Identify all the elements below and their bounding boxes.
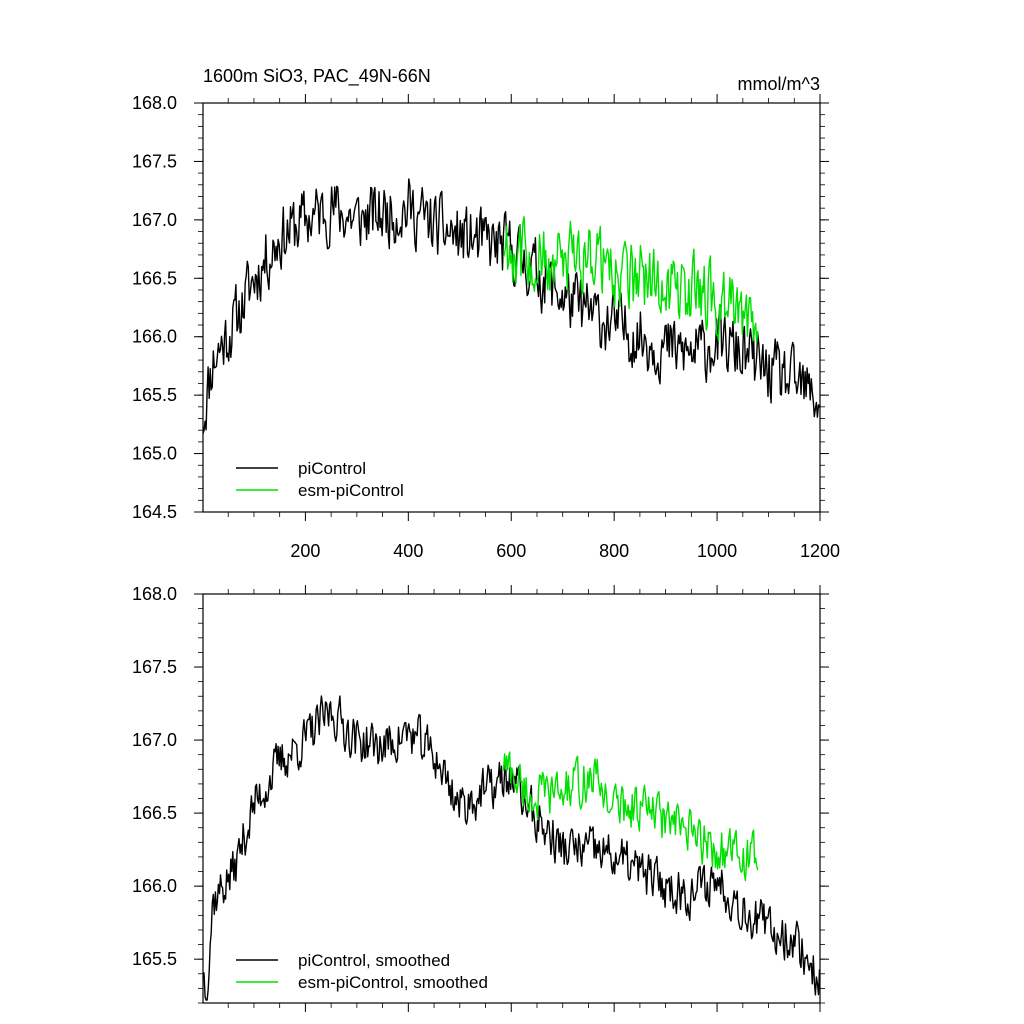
y-tick-label: 165.0 — [132, 444, 177, 464]
legend-label-esm-picontrol-smoothed: esm-piControl, smoothed — [298, 973, 488, 992]
x-tick-label: 1200 — [800, 541, 840, 561]
series-lines — [202, 695, 821, 1001]
series-line-esm-picontrol — [502, 216, 759, 344]
series-line-picontrol-smoothed — [202, 695, 821, 1001]
y-tick-labels: 165.5 166.0 166.5 167.0 167.5 168.0 — [132, 584, 177, 969]
x-tick-label: 400 — [393, 541, 423, 561]
y-tick-label: 166.5 — [132, 803, 177, 823]
axis-ticks — [194, 585, 829, 1012]
x-tick-label: 1000 — [697, 541, 737, 561]
panel-raw: 1600m SiO3, PAC_49N-66N mmol/m^3 164.516… — [132, 66, 840, 561]
legend-label-picontrol: piControl — [298, 459, 366, 478]
y-tick-label: 165.5 — [132, 949, 177, 969]
y-tick-labels: 164.5 165.0 165.5 166.0 166.5 167.0 167.5 168.0 — [132, 93, 177, 522]
x-tick-label: 800 — [599, 541, 629, 561]
y-tick-label: 167.0 — [132, 210, 177, 230]
legend-label-esm-picontrol: esm-piControl — [298, 481, 404, 500]
units-label: mmol/m^3 — [738, 74, 820, 94]
y-tick-label: 166.5 — [132, 268, 177, 288]
panel-smoothed: 165.5 166.0 166.5 167.0 167.5 168.0 piControl… — [132, 584, 829, 1012]
y-tick-label: 165.5 — [132, 385, 177, 405]
y-tick-label: 167.5 — [132, 151, 177, 171]
x-tick-labels: 200 400 600 800 1000 1200 — [290, 541, 840, 561]
x-tick-label: 600 — [496, 541, 526, 561]
y-tick-label: 167.5 — [132, 657, 177, 677]
legend: piControl, smoothed esm-piControl, smoot… — [236, 951, 488, 992]
legend: piControl esm-piControl — [236, 459, 404, 500]
x-tick-label: 200 — [290, 541, 320, 561]
y-tick-label: 164.5 — [132, 502, 177, 522]
axis-ticks — [194, 94, 829, 521]
legend-label-picontrol-smoothed: piControl, smoothed — [298, 951, 450, 970]
series-line-esm-picontrol-smoothed — [502, 751, 759, 882]
y-tick-label: 167.0 — [132, 730, 177, 750]
y-tick-label: 168.0 — [132, 93, 177, 113]
chart-title: 1600m SiO3, PAC_49N-66N — [203, 66, 431, 87]
plot-frame — [202, 102, 821, 513]
series-line-picontrol — [202, 178, 821, 434]
y-tick-label: 168.0 — [132, 584, 177, 604]
series-lines — [202, 178, 821, 434]
y-tick-label: 166.0 — [132, 327, 177, 347]
plot-frame — [202, 593, 821, 1004]
y-tick-label: 166.0 — [132, 876, 177, 896]
